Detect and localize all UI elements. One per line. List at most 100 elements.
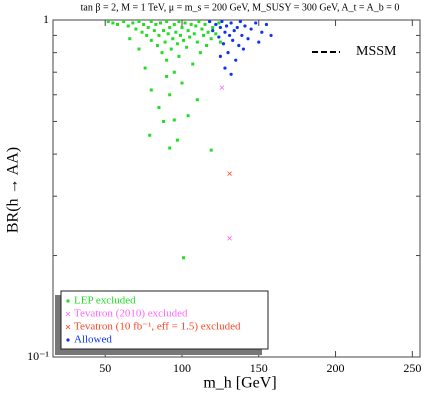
point: [198, 51, 202, 55]
y-axis-label: BR(h → AA): [5, 147, 22, 233]
point: [192, 32, 196, 36]
legend-label: MSSM: [356, 44, 397, 59]
point: [165, 74, 169, 78]
point: [218, 54, 222, 58]
x-tick-label: 250: [403, 361, 421, 375]
point: [172, 118, 176, 122]
point: [168, 93, 172, 97]
point: [182, 38, 186, 42]
point: [264, 22, 269, 27]
point: [231, 38, 235, 42]
point: [163, 40, 167, 44]
point: [219, 85, 225, 90]
point: [178, 33, 182, 37]
point: [162, 119, 166, 123]
point: [137, 19, 141, 23]
point: [122, 19, 126, 23]
point: [195, 40, 199, 44]
point: [217, 21, 221, 25]
legend-marker: [65, 324, 71, 330]
point: [226, 51, 230, 55]
point: [149, 19, 153, 23]
legend-box: [60, 290, 269, 350]
legend-marker: [66, 299, 70, 303]
point: [128, 37, 132, 41]
point: [180, 26, 184, 30]
point: [126, 24, 130, 28]
point: [197, 19, 201, 23]
point: [240, 33, 244, 38]
point: [111, 21, 115, 25]
point: [249, 27, 253, 31]
point: [209, 37, 213, 41]
point: [148, 133, 152, 137]
point: [214, 22, 218, 27]
point: [172, 22, 176, 26]
point: [191, 62, 195, 66]
point: [137, 47, 141, 51]
point: [217, 35, 221, 39]
point: [220, 19, 224, 24]
chart-title: tan β = 2, M = 1 TeV, μ = m_s = 200 GeV,…: [81, 2, 400, 13]
point: [234, 58, 238, 62]
x-tick-label: 150: [250, 361, 268, 375]
y-tick-label: 10⁻¹: [27, 349, 49, 363]
point: [246, 37, 250, 41]
point: [171, 37, 175, 41]
point: [115, 22, 119, 26]
point: [143, 66, 147, 70]
legend-label: Tevatron (10 fb⁻¹, eff = 1.5) excluded: [74, 321, 241, 333]
x-tick-label: 50: [99, 361, 111, 375]
point: [260, 30, 264, 34]
point: [188, 35, 192, 39]
point: [146, 26, 150, 30]
point: [174, 30, 178, 34]
point: [155, 44, 159, 48]
point: [160, 51, 164, 55]
point: [218, 25, 222, 30]
point: [168, 146, 172, 150]
point: [106, 19, 110, 23]
point: [203, 22, 207, 26]
point: [152, 29, 156, 33]
legend-label: LEP excluded: [74, 295, 136, 307]
point: [227, 171, 232, 176]
point: [257, 40, 261, 44]
point: [218, 40, 222, 44]
point: [142, 22, 146, 26]
point: [227, 33, 232, 38]
legend-marker: [65, 311, 71, 317]
point: [227, 236, 232, 241]
point: [211, 29, 215, 33]
point: [166, 32, 170, 36]
x-tick-label: 100: [173, 361, 191, 375]
point: [200, 27, 204, 31]
point: [229, 72, 233, 76]
point: [206, 30, 210, 34]
point: [223, 66, 227, 70]
point: [209, 148, 213, 152]
point: [269, 33, 273, 38]
point: [208, 19, 212, 24]
point: [185, 45, 189, 49]
point: [186, 114, 190, 118]
point: [157, 105, 161, 109]
point: [158, 21, 162, 25]
point: [175, 42, 179, 46]
point: [172, 70, 176, 74]
legend-label: Allowed: [74, 334, 112, 346]
point: [243, 24, 247, 28]
point: [154, 22, 158, 26]
point: [235, 25, 239, 30]
point: [183, 21, 187, 25]
legend-marker: [66, 338, 70, 342]
point: [189, 22, 193, 26]
point: [205, 44, 209, 48]
point: [182, 256, 186, 260]
point: [238, 19, 242, 24]
plot-frame: [52, 19, 421, 358]
point: [194, 24, 198, 28]
point: [237, 43, 241, 48]
point: [140, 30, 144, 34]
